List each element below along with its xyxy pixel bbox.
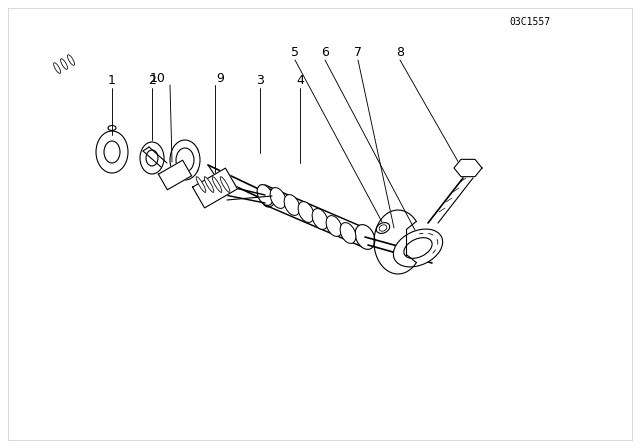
Ellipse shape: [326, 215, 342, 237]
Ellipse shape: [270, 188, 286, 208]
Text: 10: 10: [150, 72, 166, 85]
Text: 9: 9: [216, 72, 224, 85]
Ellipse shape: [379, 225, 387, 231]
Ellipse shape: [54, 63, 61, 73]
Ellipse shape: [257, 185, 273, 205]
Ellipse shape: [104, 141, 120, 163]
Ellipse shape: [96, 131, 128, 173]
Text: 7: 7: [354, 46, 362, 59]
Text: 1: 1: [108, 73, 116, 86]
Text: 5: 5: [291, 46, 299, 59]
Ellipse shape: [376, 223, 390, 233]
Ellipse shape: [394, 229, 443, 267]
Ellipse shape: [204, 177, 214, 192]
Ellipse shape: [212, 177, 222, 192]
Ellipse shape: [61, 59, 67, 69]
Text: 6: 6: [321, 46, 329, 59]
Ellipse shape: [146, 150, 158, 166]
Text: 3: 3: [256, 73, 264, 86]
Text: 4: 4: [296, 73, 304, 86]
Ellipse shape: [170, 140, 200, 180]
Ellipse shape: [284, 194, 300, 215]
Text: 03C1557: 03C1557: [509, 17, 550, 27]
Ellipse shape: [196, 177, 206, 192]
Polygon shape: [193, 168, 237, 208]
Ellipse shape: [67, 55, 74, 65]
Polygon shape: [454, 159, 482, 177]
Ellipse shape: [404, 238, 432, 258]
Ellipse shape: [312, 209, 328, 229]
Ellipse shape: [355, 224, 375, 250]
Ellipse shape: [262, 189, 276, 207]
Text: 8: 8: [396, 46, 404, 59]
Ellipse shape: [340, 223, 356, 243]
Ellipse shape: [298, 202, 314, 222]
Polygon shape: [158, 160, 191, 190]
Ellipse shape: [140, 142, 164, 174]
Ellipse shape: [176, 148, 194, 172]
Text: 2: 2: [148, 73, 156, 86]
Ellipse shape: [220, 177, 230, 192]
Ellipse shape: [108, 125, 116, 130]
